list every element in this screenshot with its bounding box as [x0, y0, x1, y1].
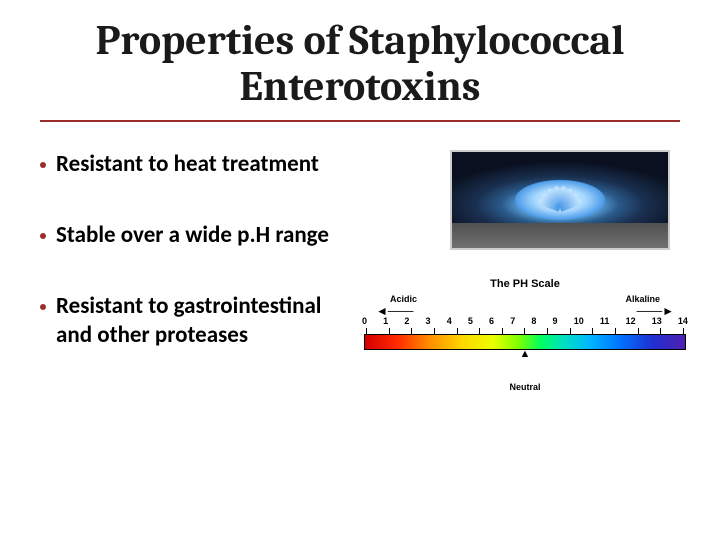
- bullet-text: Resistant to heat treatment: [56, 150, 319, 179]
- ph-number: 6: [489, 316, 494, 326]
- ph-number: 10: [574, 316, 584, 326]
- slide: Properties of Staphylococcal Enterotoxin…: [0, 0, 720, 540]
- ph-number: 2: [404, 316, 409, 326]
- arrow-right-icon: ───►: [637, 306, 674, 316]
- content-row: Resistant to heat treatment Stable over …: [40, 150, 680, 392]
- bullet-list: Resistant to heat treatment Stable over …: [40, 150, 350, 392]
- ph-number: 3: [426, 316, 431, 326]
- list-item: Resistant to heat treatment: [40, 150, 350, 179]
- ph-scale-diagram: The PH Scale Acidic Alkaline ◄─── ───► 0…: [360, 278, 690, 392]
- ph-number: 9: [553, 316, 558, 326]
- bullet-icon: [40, 304, 46, 310]
- ph-number: 1: [383, 316, 388, 326]
- slide-title: Properties of Staphylococcal Enterotoxin…: [40, 18, 680, 122]
- ph-number: 8: [531, 316, 536, 326]
- ph-scale-title: The PH Scale: [360, 278, 690, 290]
- list-item: Resistant to gastrointestinal and other …: [40, 292, 350, 350]
- ph-number: 7: [510, 316, 515, 326]
- bullet-text: Stable over a wide p.H range: [56, 221, 329, 250]
- bullet-icon: [40, 162, 46, 168]
- ph-number: 12: [626, 316, 636, 326]
- neutral-label: Neutral: [360, 382, 690, 392]
- list-item: Stable over a wide p.H range: [40, 221, 350, 250]
- ph-number: 13: [652, 316, 662, 326]
- ph-number: 4: [447, 316, 452, 326]
- bullet-icon: [40, 233, 46, 239]
- title-line-2: Enterotoxins: [239, 62, 480, 111]
- ph-number: 11: [600, 316, 610, 326]
- acidic-label: Acidic: [390, 294, 417, 304]
- flame-petals: [510, 180, 610, 230]
- bullet-text: Resistant to gastrointestinal and other …: [56, 292, 350, 350]
- neutral-arrow-icon: ▲: [360, 350, 690, 358]
- image-column: The PH Scale Acidic Alkaline ◄─── ───► 0…: [360, 150, 690, 392]
- gas-flame-image: [450, 150, 670, 250]
- arrow-left-icon: ◄───: [376, 306, 413, 316]
- ph-number: 14: [678, 316, 688, 326]
- ph-arrows: ◄─── ───►: [360, 306, 690, 316]
- title-line-1: Properties of Staphylococcal: [96, 16, 625, 65]
- alkaline-label: Alkaline: [625, 294, 660, 304]
- ph-end-labels: Acidic Alkaline: [360, 294, 690, 304]
- ph-number: 5: [468, 316, 473, 326]
- ph-number: 0: [362, 316, 367, 326]
